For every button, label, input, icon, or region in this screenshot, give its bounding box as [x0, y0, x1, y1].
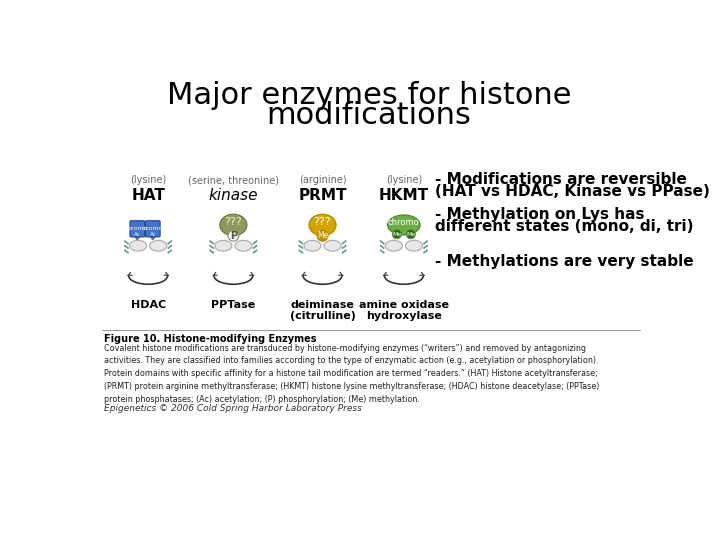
Ellipse shape: [130, 240, 147, 251]
Text: HAT: HAT: [131, 188, 165, 203]
Circle shape: [317, 231, 328, 241]
Ellipse shape: [150, 240, 167, 251]
Text: Covalent histone modifications are transduced by histone-modifying enzymes (“wri: Covalent histone modifications are trans…: [104, 343, 599, 404]
Text: (serine, threonine): (serine, threonine): [188, 176, 279, 185]
Text: HDAC: HDAC: [130, 300, 166, 309]
Text: (lysine): (lysine): [130, 176, 166, 185]
Text: different states (mono, di, tri): different states (mono, di, tri): [435, 219, 693, 234]
Text: Ac: Ac: [134, 232, 140, 238]
Text: ???: ???: [314, 217, 331, 227]
FancyBboxPatch shape: [145, 221, 160, 237]
Ellipse shape: [309, 214, 336, 236]
Text: (HAT vs HDAC, Kinase vs PPase): (HAT vs HDAC, Kinase vs PPase): [435, 184, 710, 199]
Ellipse shape: [220, 214, 247, 236]
Text: P: P: [230, 231, 237, 241]
Polygon shape: [134, 236, 140, 240]
Ellipse shape: [304, 240, 321, 251]
Text: bromo: bromo: [127, 226, 148, 231]
Text: PPTase: PPTase: [211, 300, 256, 309]
Ellipse shape: [387, 215, 420, 235]
Ellipse shape: [324, 240, 341, 251]
Text: Figure 10. Histone-modifying Enzymes: Figure 10. Histone-modifying Enzymes: [104, 334, 317, 345]
Text: - Methylation on Lys has: - Methylation on Lys has: [435, 207, 644, 222]
Text: - Modifications are reversible: - Modifications are reversible: [435, 172, 687, 187]
Circle shape: [392, 230, 402, 239]
Text: chromo: chromo: [388, 218, 420, 227]
Text: amine oxidase
hydroxylase: amine oxidase hydroxylase: [359, 300, 449, 321]
Text: Major enzymes for histone: Major enzymes for histone: [167, 81, 571, 110]
Text: bromo: bromo: [143, 226, 163, 231]
Text: PRMT: PRMT: [298, 188, 347, 203]
Text: modifications: modifications: [266, 101, 472, 130]
Text: Me: Me: [317, 231, 328, 240]
Text: ???: ???: [225, 217, 242, 227]
Text: Me: Me: [406, 232, 415, 237]
Polygon shape: [150, 236, 156, 240]
Text: - Methylations are very stable: - Methylations are very stable: [435, 254, 693, 268]
Text: (lysine): (lysine): [386, 176, 422, 185]
Ellipse shape: [385, 240, 402, 251]
Ellipse shape: [235, 240, 252, 251]
Text: kinase: kinase: [209, 188, 258, 203]
Text: (arginine): (arginine): [299, 176, 346, 185]
Text: deiminase
(citrulline): deiminase (citrulline): [289, 300, 356, 321]
Text: Ac: Ac: [150, 232, 156, 238]
Text: Epigenetics © 2006 Cold Spring Harbor Laboratory Press: Epigenetics © 2006 Cold Spring Harbor La…: [104, 403, 362, 413]
FancyBboxPatch shape: [130, 221, 145, 237]
Ellipse shape: [405, 240, 423, 251]
Circle shape: [406, 230, 415, 239]
Text: Me: Me: [392, 232, 402, 237]
Ellipse shape: [215, 240, 232, 251]
Circle shape: [228, 231, 239, 241]
Text: HKMT: HKMT: [379, 188, 429, 203]
